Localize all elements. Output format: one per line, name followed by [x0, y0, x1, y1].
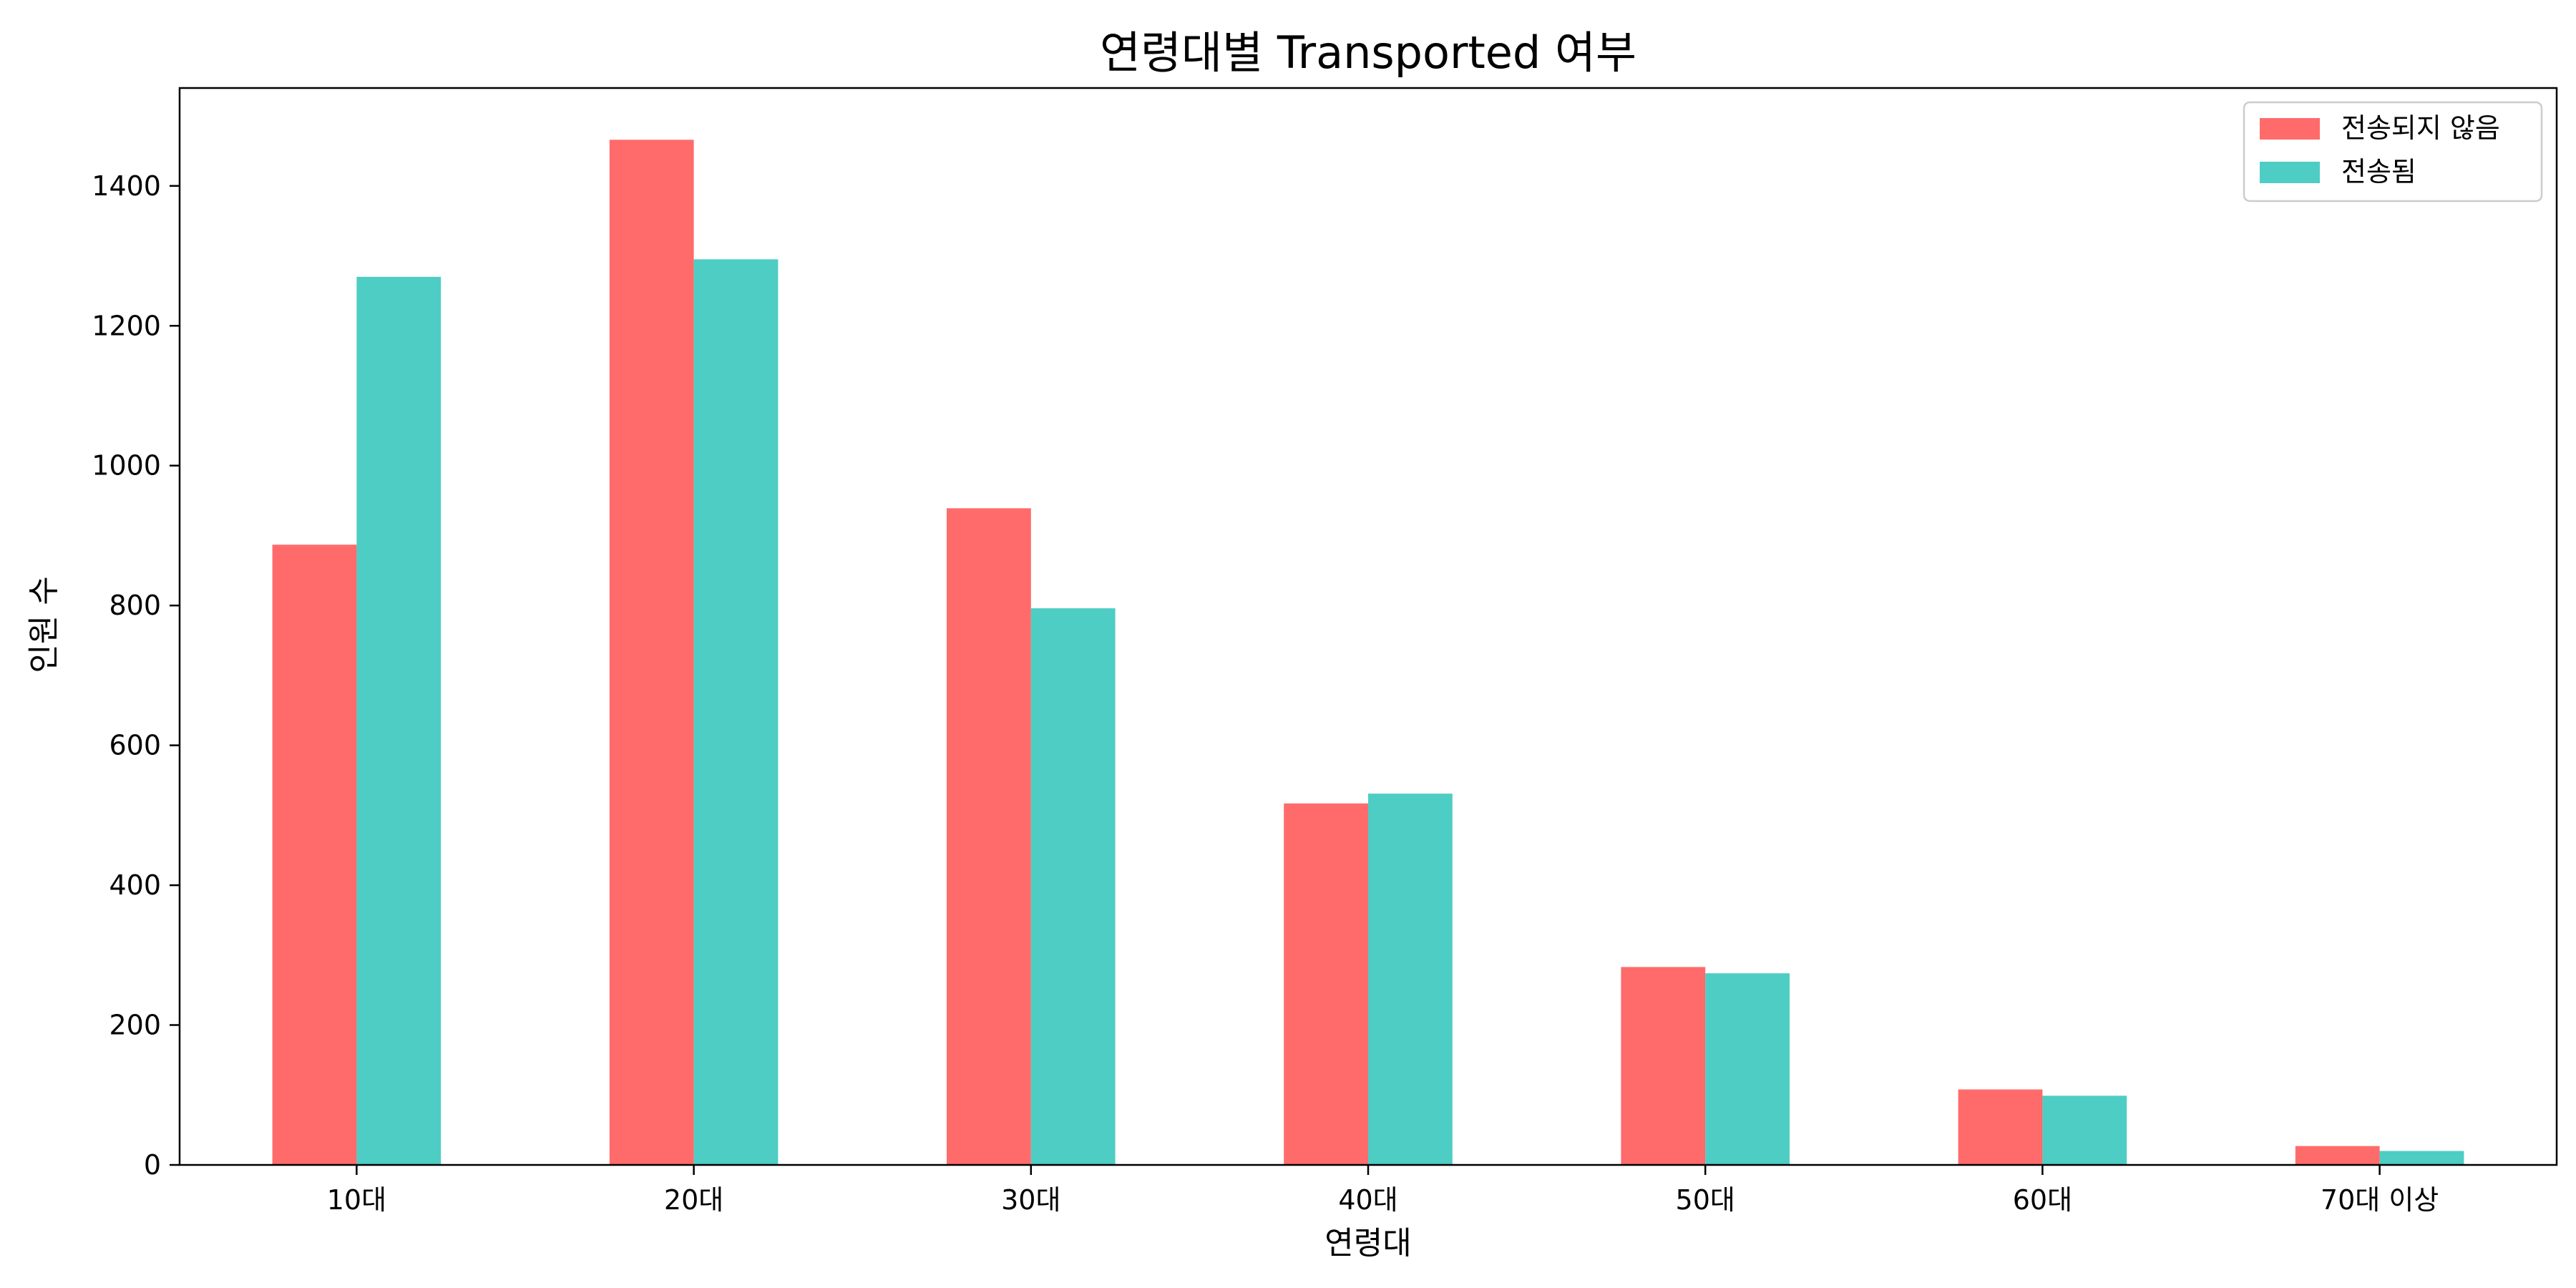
chart-title: 연령대별 Transported 여부: [1100, 26, 1636, 79]
bar-transported-5: [1705, 973, 1790, 1165]
bar-transported-6: [2042, 1096, 2127, 1166]
legend-swatch-not-transported: [2260, 118, 2320, 140]
x-tick-label: 10대: [327, 1184, 386, 1216]
bar-transported-3: [1030, 608, 1116, 1165]
x-tick-label: 50대: [1676, 1184, 1735, 1216]
bars-group: [272, 140, 2464, 1166]
bar-not-transported-6: [1958, 1089, 2043, 1165]
bar-not-transported-1: [272, 545, 357, 1165]
y-tick-label: 600: [109, 730, 161, 761]
bar-transported-4: [1368, 794, 1453, 1165]
plot-frame: [178, 87, 2558, 1166]
x-tick-label: 60대: [2013, 1184, 2072, 1216]
y-tick-label: 400: [109, 869, 161, 901]
bar-not-transported-7: [2295, 1146, 2380, 1165]
bar-not-transported-2: [609, 140, 694, 1165]
y-tick-label: 1200: [92, 310, 161, 341]
bar-transported-2: [693, 259, 779, 1165]
x-axis: 10대 20대 30대 40대 50대 60대 70대 이상: [327, 1165, 2439, 1216]
x-axis-label: 연령대: [1324, 1225, 1411, 1262]
x-tick-label: 30대: [1001, 1184, 1060, 1216]
legend-swatch-transported: [2260, 162, 2320, 183]
bar-not-transported-3: [947, 508, 1031, 1165]
y-tick-label: 1400: [92, 170, 161, 202]
bar-not-transported-5: [1621, 967, 1706, 1165]
x-tick-label: 40대: [1338, 1184, 1397, 1216]
y-tick-label: 0: [144, 1149, 161, 1181]
y-tick-label: 1000: [92, 450, 161, 482]
y-tick-label: 200: [109, 1010, 161, 1041]
bar-transported-1: [356, 276, 441, 1165]
bar-not-transported-4: [1284, 803, 1368, 1166]
bar-transported-7: [2379, 1151, 2464, 1165]
legend-label-transported: 전송됨: [2341, 156, 2416, 187]
y-axis: 0 200 400 600 800 1000 1200 1400: [92, 170, 180, 1181]
y-tick-label: 800: [109, 590, 161, 621]
x-tick-label: 70대 이상: [2321, 1184, 2439, 1216]
x-tick-label: 20대: [664, 1184, 723, 1216]
y-axis-label: 인원 수: [26, 576, 62, 673]
legend-label-not-transported: 전송되지 않음: [2341, 112, 2500, 144]
